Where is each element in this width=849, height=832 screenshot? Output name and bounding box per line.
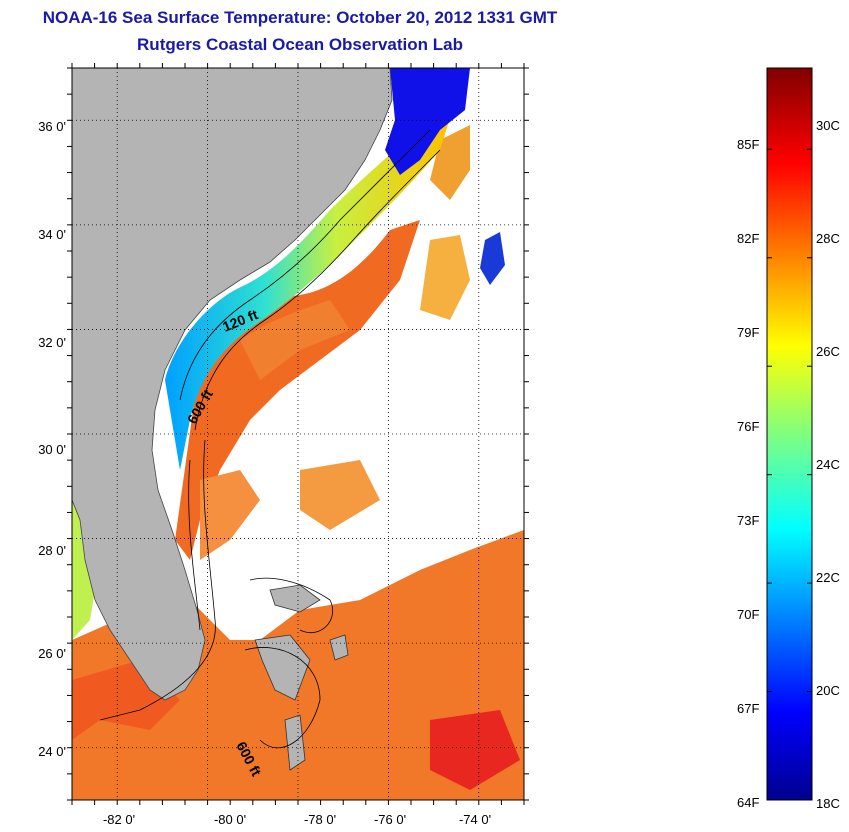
lat-tick-label: 34 0'	[38, 227, 66, 242]
land-mainland	[72, 68, 393, 701]
colorbar-f-label: 64F	[737, 795, 760, 810]
colorbar-ticks	[767, 148, 812, 693]
colorbar-c-label: 22C	[816, 570, 840, 585]
colorbar-f-label: 76F	[737, 419, 760, 434]
colorbar-f-label: 82F	[737, 231, 760, 246]
lat-tick-label: 24 0'	[38, 744, 66, 759]
colorbar-f-label: 85F	[737, 137, 760, 152]
lon-tick-label: -74 0'	[458, 812, 492, 827]
colorbar-f-label: 70F	[737, 607, 760, 622]
map-subtitle: Rutgers Coastal Ocean Observation Lab	[137, 35, 463, 54]
lon-tick-label: -76 0'	[373, 812, 407, 827]
colorbar-c-label: 18C	[816, 796, 840, 811]
colorbar-c-label: 20C	[816, 683, 840, 698]
colorbar-c-label: 30C	[816, 118, 840, 133]
cold-water-north	[385, 68, 470, 175]
frame-ticks	[67, 63, 529, 805]
colorbar	[766, 67, 813, 801]
lat-tick-label: 32 0'	[38, 335, 66, 350]
lat-tick-label: 26 0'	[38, 646, 66, 661]
lat-tick-label: 36 0'	[38, 119, 66, 134]
depth-contours	[99, 129, 441, 749]
coastal-cool-water	[165, 118, 450, 470]
colorbar-f-label: 73F	[737, 513, 760, 528]
graticule	[72, 68, 524, 800]
map-title: NOAA-16 Sea Surface Temperature: October…	[42, 8, 558, 27]
lon-tick-label: -80 0'	[213, 812, 247, 827]
land-bahamas	[254, 584, 349, 771]
map-area	[72, 68, 524, 800]
colorbar-f-label: 79F	[737, 325, 760, 340]
colorbar-c-label: 24C	[816, 457, 840, 472]
colorbar-c-label: 26C	[816, 344, 840, 359]
lat-tick-label: 28 0'	[38, 543, 66, 558]
lon-tick-label: -82 0'	[102, 812, 136, 827]
colorbar-f-label: 67F	[737, 701, 760, 716]
lon-tick-label: -78 0'	[303, 812, 337, 827]
lat-tick-label: 30 0'	[38, 442, 66, 457]
colorbar-c-label: 28C	[816, 231, 840, 246]
